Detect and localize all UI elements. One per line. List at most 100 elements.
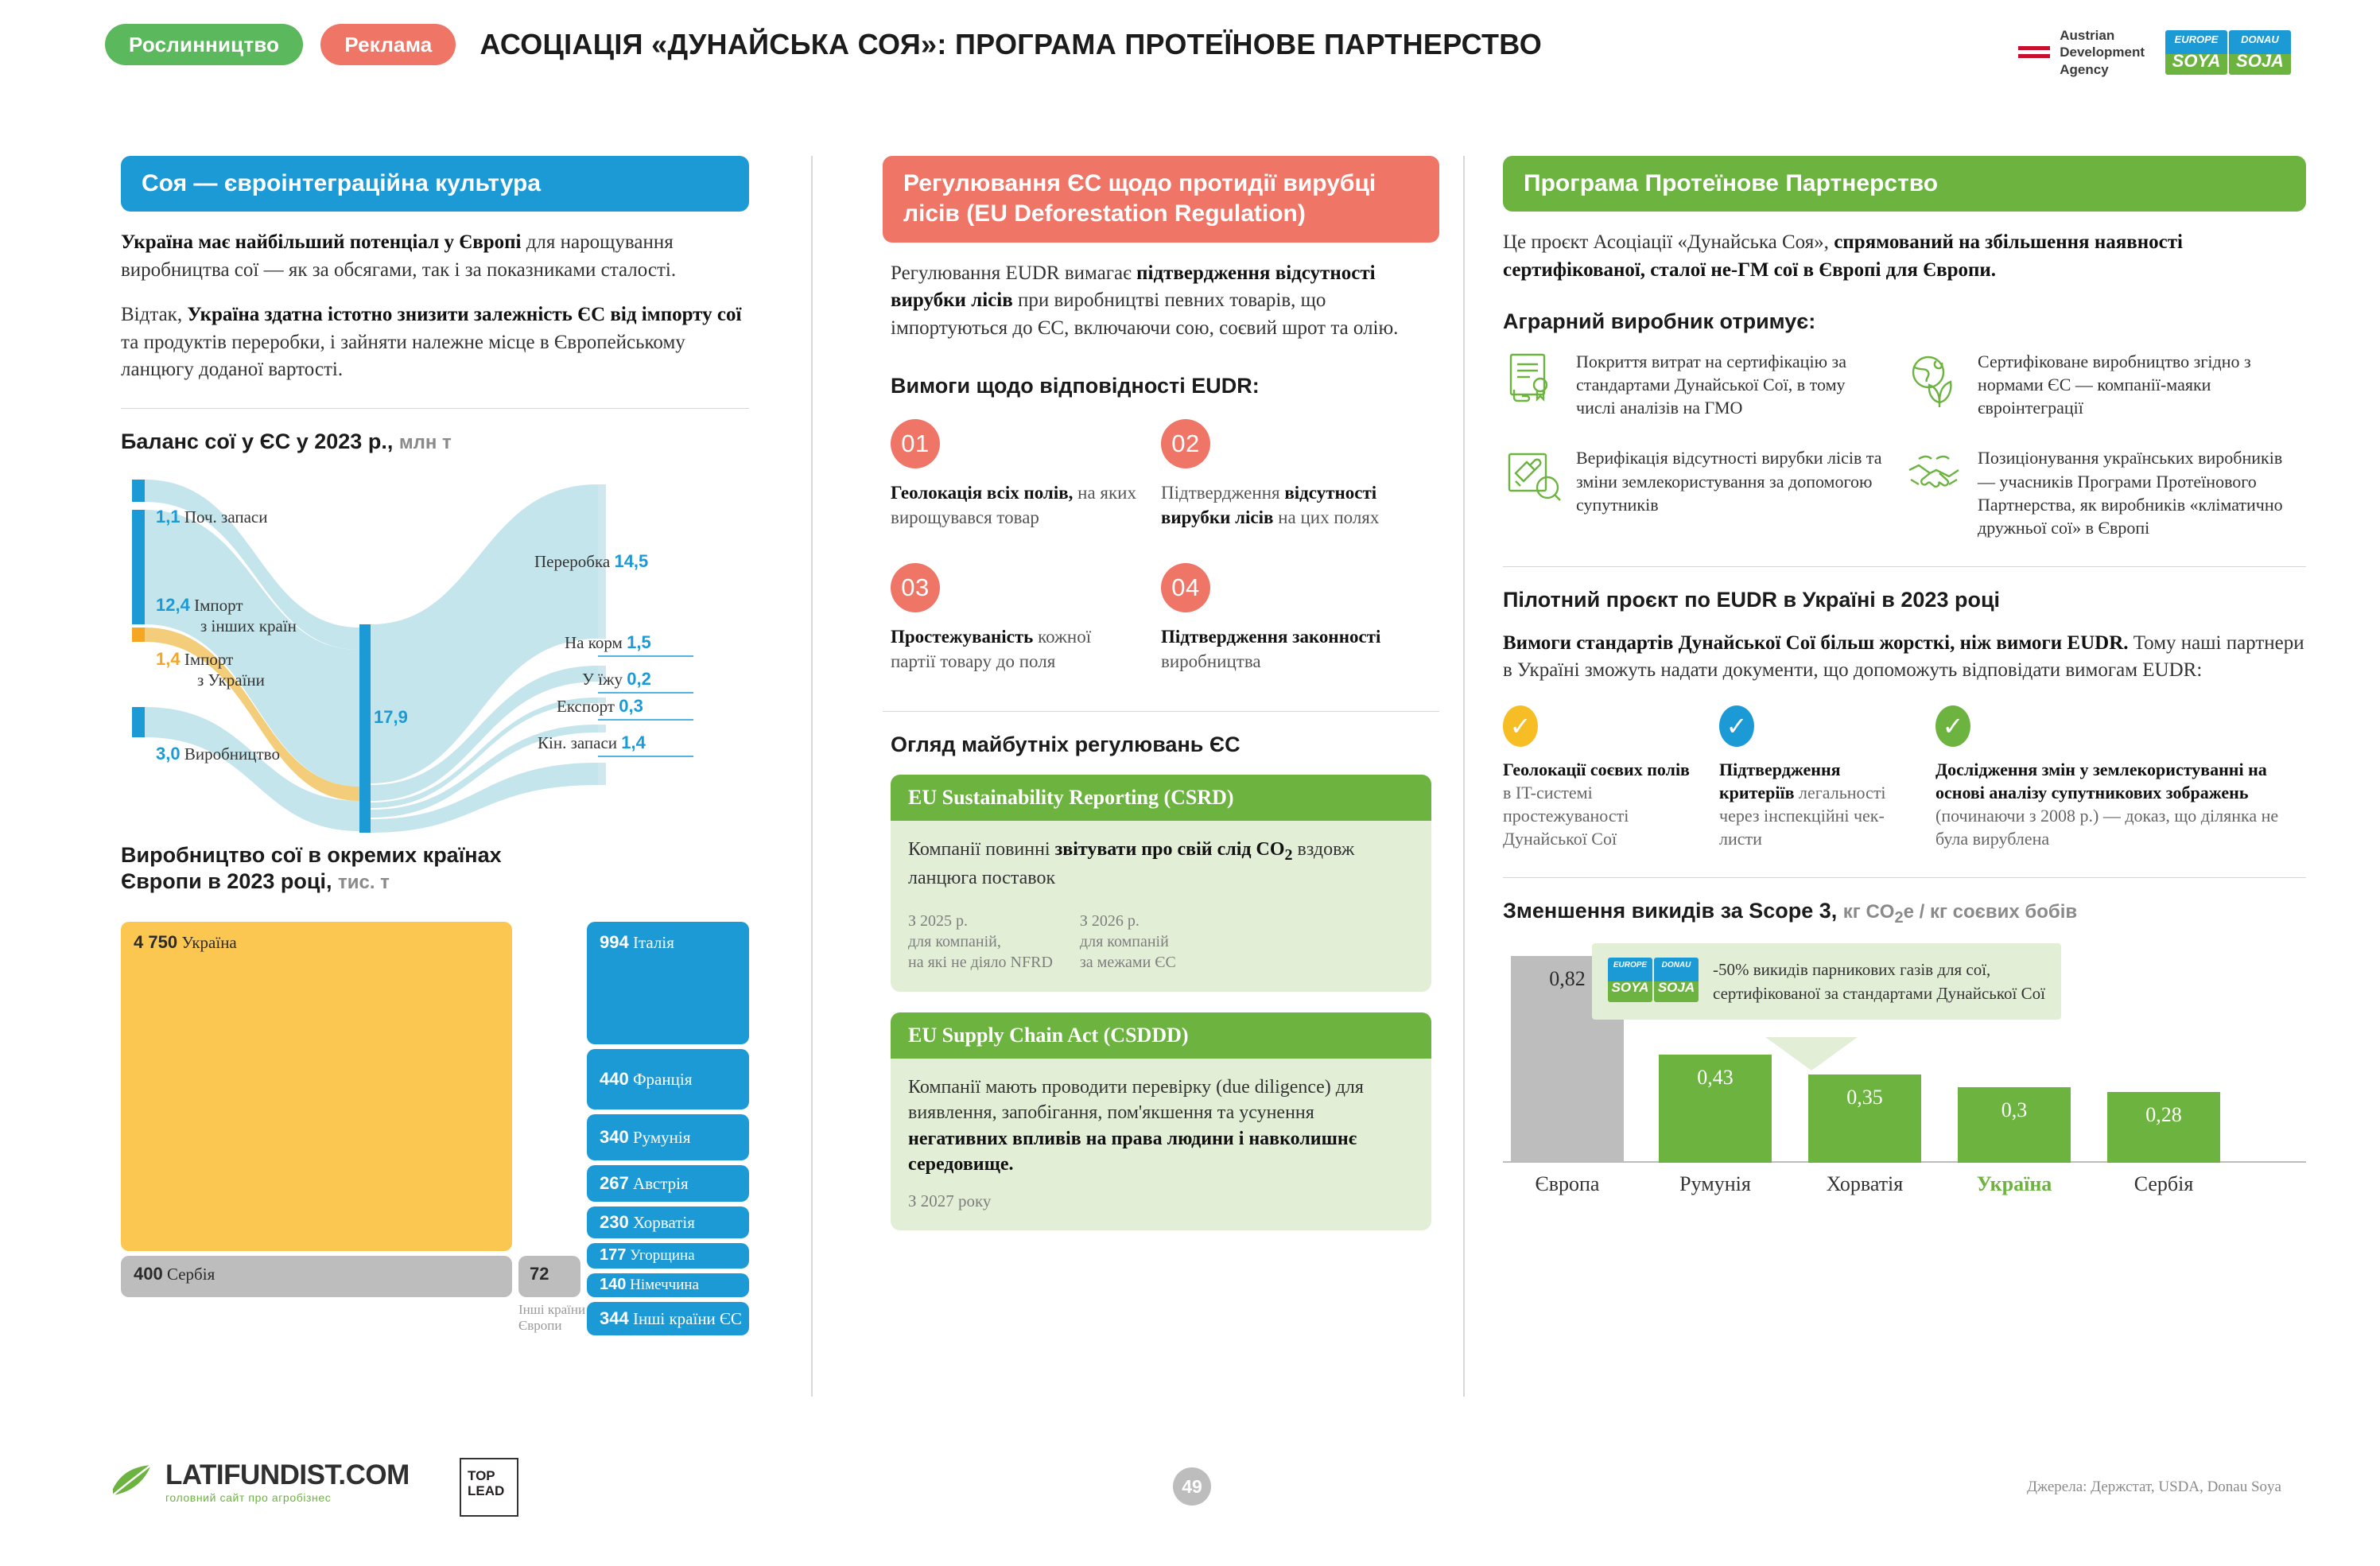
sankey-flows (132, 479, 693, 833)
bar-croatia[interactable]: 0,35 Хорватія (1808, 1074, 1921, 1195)
requirement-text-01-rest: на яких вирощувався товар (891, 483, 1136, 527)
pilot-check-geolocation-bold: Геолокації соєвих полів (1503, 759, 1690, 779)
paragraph-potential: Україна має найбільший потенціал у Європ… (121, 229, 749, 284)
benefit-item-certification: Покриття витрат на сертифікацію за станд… (1503, 350, 1904, 419)
callout-logo-a-bot: SOYA (1611, 979, 1649, 995)
requirement-card-01: 01 Геолокація всіх полів, на яких вирощу… (891, 419, 1161, 530)
treemap-chart: 4 750 Україна 400 Сербія 72 Інші країни … (121, 911, 749, 1335)
sankey-value-closing-stock: 1,4 (621, 732, 646, 752)
pilot-check-landuse-rest: (починаючи з 2008 р.) — доказ, що ділянк… (1935, 805, 2279, 849)
bar-category-romania: Румунія (1679, 1172, 1751, 1195)
treemap-note-other-europe: Інші країни Європи (518, 1302, 585, 1335)
treemap-name-other-eu: Інші країни ЄС (632, 1308, 742, 1328)
treemap-value-romania: 340 (600, 1126, 629, 1147)
sankey-name-import-other: Імпорт з інших країн (194, 595, 297, 636)
scope3-bar-chart: 0,82 Європа 0,43 Румунія 0,35 Хорватія 0… (1503, 942, 2306, 1198)
bar-serbia[interactable]: 0,28 Сербія (2107, 1091, 2220, 1195)
pilot-check-criteria: ✓ Підтвердження критеріїв легальності че… (1719, 705, 1918, 850)
bar-romania[interactable]: 0,43 Румунія (1659, 1054, 1772, 1195)
page-title: АСОЦІАЦІЯ «ДУНАЙСЬКА СОЯ»: ПРОГРАМА ПРОТ… (479, 28, 1543, 60)
bar-value-serbia: 0,28 (2145, 1102, 2182, 1126)
sankey-label-import-other: 12,4 Імпорт з інших країн (156, 594, 297, 637)
eudr-requirements-title: Вимоги щодо відповідності EUDR: (891, 374, 1260, 398)
eudr-intro-pre: Регулювання EUDR вимагає (891, 262, 1137, 284)
tag-advertisement[interactable]: Реклама (320, 24, 456, 65)
treemap-tile-croatia[interactable]: 230 Хорватія (587, 1206, 749, 1238)
ada-line-2: Development (2060, 45, 2145, 60)
check-circle-blue-icon: ✓ (1719, 705, 1754, 747)
treemap-value-austria: 267 (600, 1172, 629, 1193)
sankey-name-opening-stock: Поч. запаси (184, 507, 268, 527)
sankey-chart: 1,1 Поч. запаси 12,4 Імпорт з інших країн… (121, 468, 749, 842)
treemap-tile-other-eu[interactable]: 344 Інші країни ЄС (587, 1301, 749, 1335)
requirement-card-03: 03 Простежуваність кожної партії товару … (891, 563, 1161, 674)
sankey-title-unit: млн т (398, 431, 452, 453)
latifundist-tagline: головний сайт про агробізнес (165, 1491, 332, 1504)
sankey-value-production: 3,0 (156, 743, 181, 764)
scope3-unit-a: кг CO (1842, 900, 1895, 923)
paragraph-eudr-intro: Регулювання EUDR вимагає підтвердження в… (883, 260, 1439, 343)
bar-category-serbia: Сербія (2133, 1172, 2194, 1195)
pilot-check-geolocation-text: Геолокації соєвих полів в IT-системі про… (1503, 758, 1702, 850)
treemap-tile-italy[interactable]: 994 Італія (587, 921, 749, 1044)
treemap-tile-romania-label: 340 Румунія (587, 1127, 703, 1148)
toplead-logo[interactable]: TOP LEAD (460, 1458, 518, 1517)
treemap-name-italy: Італія (632, 932, 674, 952)
pilot-check-criteria-rest: легальності через інспекційні чек-листи (1719, 782, 1886, 849)
requirement-number-02: 02 (1171, 429, 1200, 458)
bar-category-croatia: Хорватія (1826, 1172, 1904, 1195)
benefit-text-positioning: Позиціонування українських виробників — … (1978, 448, 2283, 538)
treemap-chart-title: Виробництво сої в окремих країнах Європи… (121, 842, 749, 895)
bar-ukraine[interactable]: 0,3 Україна (1958, 1086, 2071, 1195)
sankey-label-closing-stock: Кін. запаси 1,4 (538, 732, 646, 753)
treemap-tile-romania[interactable]: 340 Румунія (587, 1113, 749, 1160)
card-csrd-date-2-line-3: за межами ЄС (1079, 953, 1176, 971)
sankey-name-feed: На корм (565, 632, 623, 652)
card-csrd-lead-bold: звітувати про свій слід CO (1054, 838, 1285, 860)
pilot-check-geolocation: ✓ Геолокації соєвих полів в IT-системі п… (1503, 705, 1702, 850)
card-csrd-dates: З 2025 р. для компаній, на які не діяло … (908, 911, 1414, 973)
treemap-tile-other-europe[interactable]: 72 (518, 1255, 580, 1297)
sankey-name-processing: Переробка (534, 551, 611, 571)
sankey-label-food: У їжу 0,2 (582, 669, 651, 690)
callout-logo-b-bot: SOJA (1657, 979, 1695, 995)
callout-logo-b-top: DONAU (1661, 960, 1691, 970)
sankey-value-food: 0,2 (627, 668, 651, 689)
sankey-name-food: У їжу (582, 669, 623, 689)
treemap-tile-ukraine[interactable]: 4 750 Україна (121, 921, 512, 1251)
callout-europe-soya-mark: EUROPE SOYA (1608, 957, 1652, 1002)
treemap-tile-italy-label: 994 Італія (587, 922, 749, 963)
paragraph-program-intro: Це проєкт Асоціації «Дунайська Соя», спр… (1503, 229, 2306, 284)
treemap-name-hungary: Угорщина (630, 1247, 695, 1265)
treemap-tile-austria[interactable]: 267 Австрія (587, 1164, 749, 1202)
card-csddd-lead: Компанії мають проводити перевірку (due … (908, 1074, 1414, 1178)
bar-value-croatia: 0,35 (1846, 1085, 1883, 1109)
treemap-tile-ukraine-label: 4 750 Україна (121, 922, 512, 963)
requirement-text-04-bold: Підтвердження законності (1161, 627, 1381, 647)
sankey-label-production: 3,0 Виробництво (156, 744, 280, 764)
latifundist-logo-text: LATIFUNDIST.COM головний сайт про агробі… (165, 1459, 410, 1504)
eudr-intro-rest: при виробництві певних товарів, що імпор… (891, 289, 1399, 339)
treemap-tile-hungary[interactable]: 177 Угорщина (587, 1242, 749, 1269)
bar-category-ukraine: Україна (1976, 1172, 2052, 1195)
toplead-line-1: TOP (468, 1468, 495, 1483)
treemap-tile-serbia[interactable]: 400 Сербія (121, 1255, 512, 1297)
requirement-card-04: 04 Підтвердження законності виробництва (1161, 563, 1431, 674)
treemap-value-hungary: 177 (600, 1246, 627, 1265)
treemap-tile-other-europe-label: 72 (518, 1256, 580, 1292)
section-header-soy-culture: Соя — євроінтеграційна культура (121, 156, 749, 212)
benefit-item-certified-production: Сертифіковане виробництво згідно з норма… (1904, 350, 2306, 419)
treemap-tile-germany[interactable]: 140 Німеччина (587, 1273, 749, 1297)
tag-crop[interactable]: Рослинництво (105, 24, 304, 65)
requirement-text-04: Підтвердження законності виробництва (1161, 625, 1411, 674)
requirement-number-01: 01 (901, 429, 930, 458)
sankey-label-opening-stock: 1,1 Поч. запаси (156, 507, 268, 527)
pilot-text-rest: Тому наші партнери в Україні зможуть над… (1503, 631, 2304, 682)
treemap-tile-france[interactable]: 440 Франція (587, 1048, 749, 1109)
latifundist-logo[interactable]: LATIFUNDIST.COM головний сайт про агробі… (110, 1459, 410, 1504)
sankey-value-feed: 1,5 (627, 631, 651, 652)
treemap-value-serbia: 400 (134, 1263, 163, 1284)
card-csrd-date-1: З 2025 р. для компаній, на які не діяло … (908, 911, 1053, 973)
card-csddd: EU Supply Chain Act (CSDDD) Компанії маю… (891, 1012, 1431, 1231)
pilot-checks-grid: ✓ Геолокації соєвих полів в IT-системі п… (1503, 705, 2306, 850)
